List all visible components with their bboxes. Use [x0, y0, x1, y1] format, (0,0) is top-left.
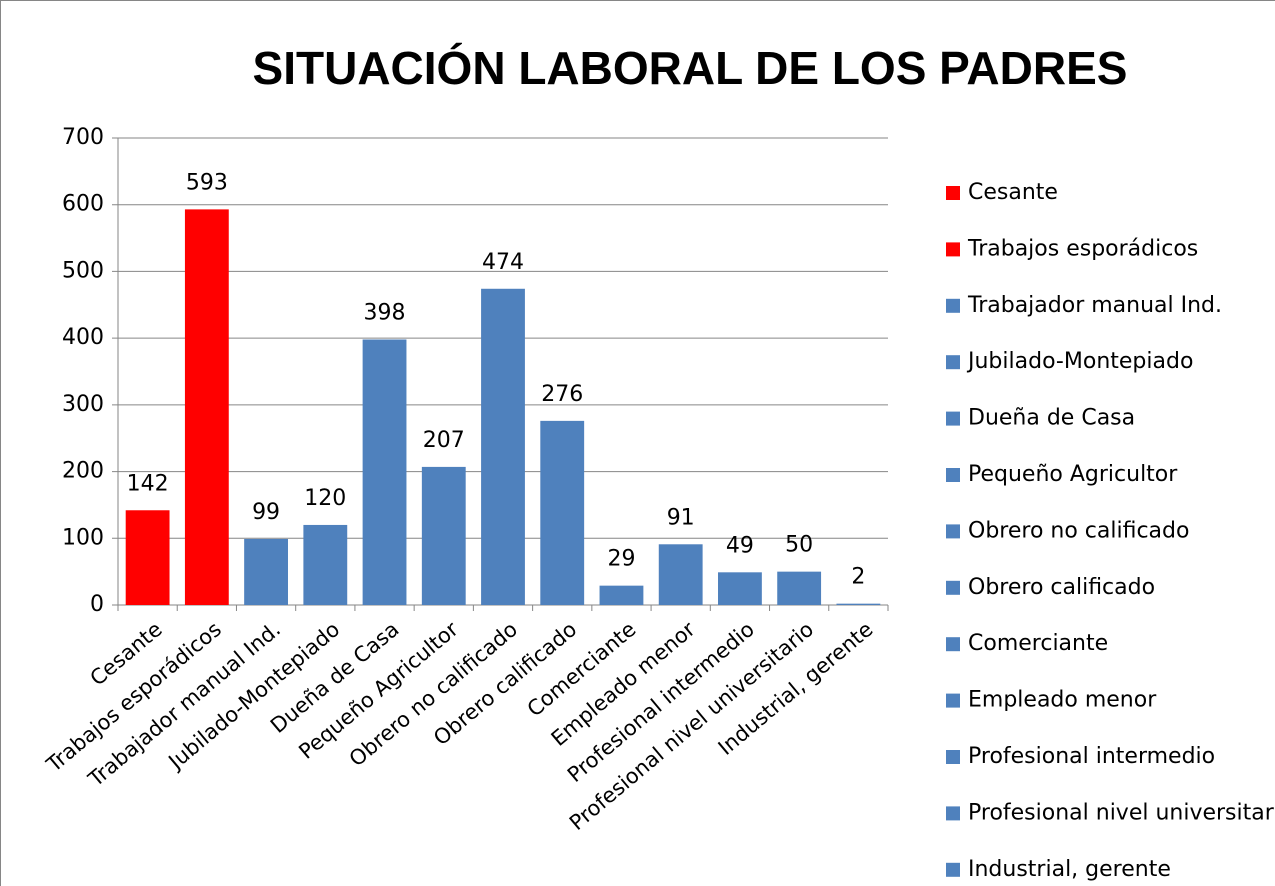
legend-label: Trabajador manual Ind. — [967, 293, 1222, 318]
data-label: 398 — [364, 300, 406, 325]
bar — [303, 524, 348, 605]
legend-label: Jubilado-Montepiado — [966, 349, 1193, 374]
bar — [184, 209, 229, 606]
legend-swatch — [946, 693, 960, 708]
data-label: 91 — [667, 505, 695, 530]
data-label: 474 — [482, 250, 524, 275]
bar — [658, 544, 703, 605]
y-tick-label: 100 — [62, 525, 104, 550]
legend-label: Empleado menor — [968, 688, 1157, 713]
legend-swatch — [946, 411, 960, 426]
data-label: 276 — [541, 382, 583, 407]
bar — [481, 288, 525, 605]
data-label: 142 — [127, 471, 169, 496]
legend-swatch — [946, 468, 960, 482]
data-label: 49 — [726, 533, 754, 558]
y-tick-label: 400 — [62, 325, 104, 350]
legend-label: Industrial, gerente — [968, 857, 1171, 882]
bar — [777, 571, 822, 605]
legend-swatch — [946, 806, 960, 821]
y-tick-label: 200 — [62, 459, 104, 484]
legend-swatch — [946, 298, 960, 313]
bar — [599, 585, 644, 605]
legend-swatch — [946, 580, 960, 595]
legend-swatch — [946, 524, 960, 539]
data-label: 99 — [252, 500, 280, 525]
y-tick-label: 0 — [90, 592, 104, 617]
bar — [836, 603, 881, 605]
legend-swatch — [946, 750, 960, 764]
legend-swatch — [946, 637, 960, 652]
data-label: 2 — [851, 565, 865, 590]
bar — [125, 510, 170, 605]
legend-label: Obrero no calificado — [968, 518, 1189, 543]
legend-swatch — [946, 186, 960, 200]
legend-label: Comerciante — [968, 631, 1108, 656]
bar — [718, 572, 762, 605]
bar — [540, 420, 585, 605]
bar — [244, 538, 288, 605]
data-label: 120 — [304, 486, 346, 511]
data-label: 207 — [423, 428, 465, 453]
y-tick-label: 500 — [62, 258, 104, 283]
chart-title: SITUACIÓN LABORAL DE LOS PADRES — [253, 42, 1128, 94]
legend-label: Pequeño Agricultor — [968, 462, 1178, 487]
legend-label: Trabajos esporádicos — [967, 236, 1198, 261]
legend-swatch — [946, 242, 960, 257]
legend-label: Dueña de Casa — [968, 406, 1135, 431]
bar — [362, 339, 407, 605]
legend-label: Obrero calificado — [968, 575, 1155, 600]
legend-swatch — [946, 355, 960, 370]
y-tick-label: 700 — [62, 125, 104, 150]
legend-label: Cesante — [968, 180, 1058, 205]
legend-label: Profesional intermedio — [968, 744, 1215, 769]
y-tick-label: 300 — [62, 392, 104, 417]
data-label: 29 — [607, 547, 635, 572]
bar — [421, 466, 466, 605]
data-label: 593 — [186, 170, 228, 195]
data-label: 50 — [785, 533, 813, 558]
y-tick-label: 600 — [62, 192, 104, 217]
legend-label: Profesional nivel universitario — [968, 800, 1275, 825]
legend-swatch — [946, 862, 960, 877]
